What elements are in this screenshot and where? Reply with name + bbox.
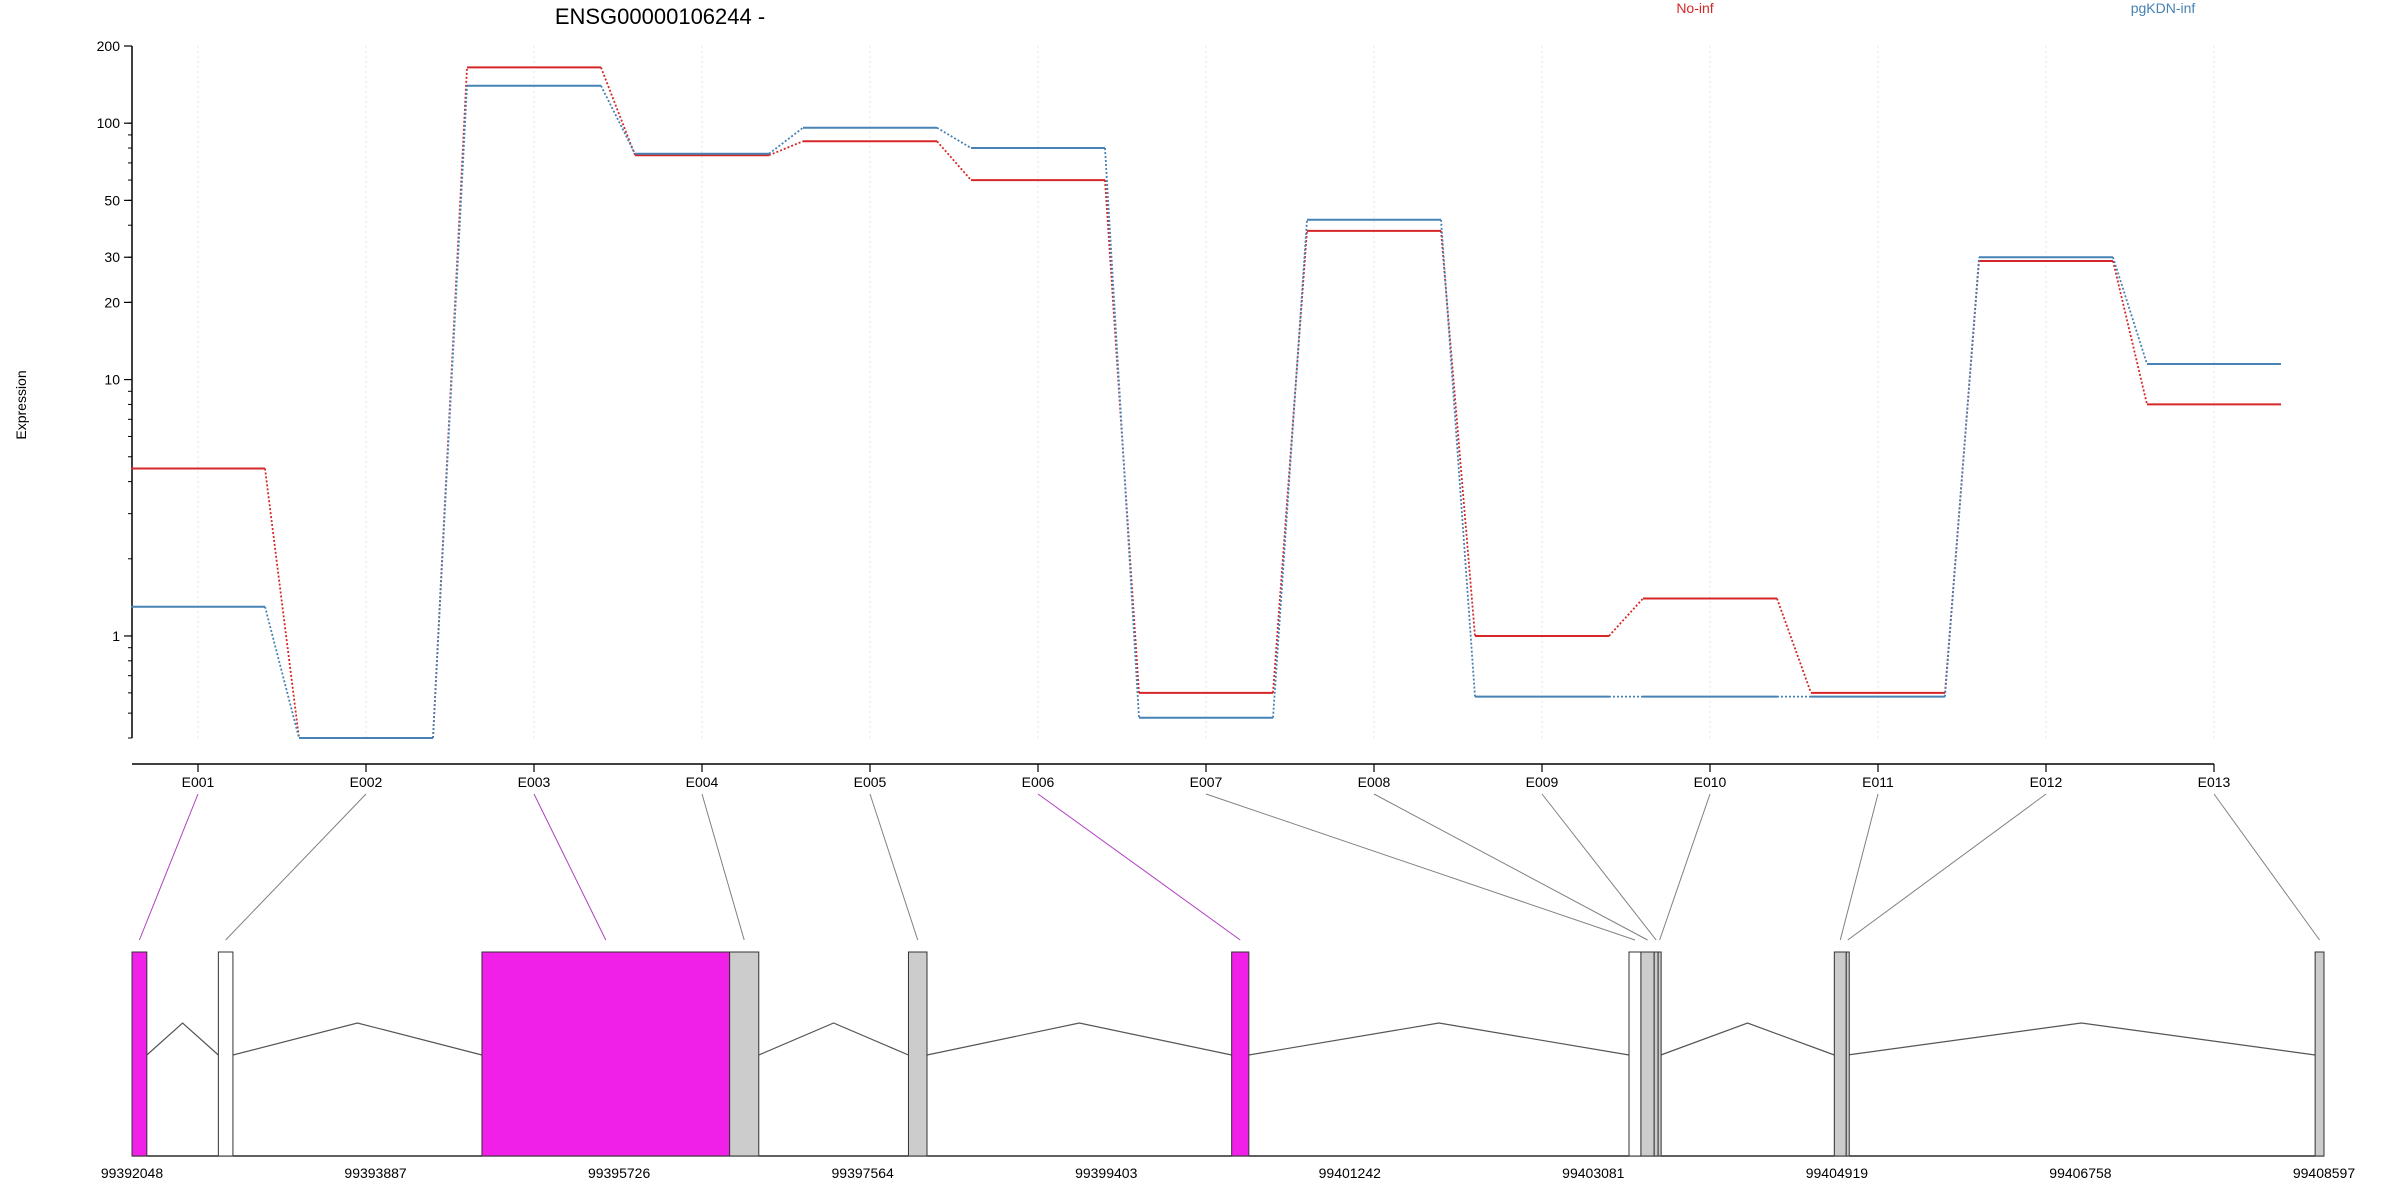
exon-e003 [481,951,731,1157]
x-tick-label: E012 [2030,774,2063,790]
series-0-connector [1776,598,1812,694]
x-tick-label: E009 [1526,774,1559,790]
exon-link-e012 [1847,793,2047,941]
genomic-coordinate-label: 99408597 [2293,1165,2356,1181]
series-1-connector [1944,257,1980,697]
x-tick-label: E003 [518,774,551,790]
series-0-connector [264,468,300,739]
series-1-connector [1104,147,1140,718]
exon-e001 [131,951,148,1157]
grid-lines [197,46,2215,738]
x-tick-label: E011 [1862,774,1894,790]
x-tick-label: E008 [1358,774,1391,790]
series-0-connector [1608,597,1644,637]
y-tick-label: 20 [104,294,120,310]
exon-e010 [1657,951,1662,1157]
exon-link-e006 [1037,793,1241,941]
genomic-coordinate-label: 99392048 [101,1165,164,1181]
legend-entry-pgkdn-inf: pgKDN-inf [2131,0,2196,16]
exon-e013 [2314,951,2325,1157]
intron-line [232,1022,483,1056]
y-tick-label: 50 [104,192,120,208]
intron-line [1847,1022,2316,1056]
x-tick-label: E007 [1190,774,1223,790]
y-tick-label: 30 [104,249,120,265]
y-tick-label: 200 [97,38,121,54]
x-tick-label: E005 [854,774,887,790]
exon-e009 [1653,951,1659,1157]
series-layer [131,66,2281,739]
genomic-coordinate-label: 99404919 [1806,1165,1869,1181]
exon-link-e008 [1373,793,1648,941]
genomic-coordinate-label: 99399403 [1075,1165,1138,1181]
series-0-connector [1272,230,1308,693]
exon-link-e007 [1205,793,1636,941]
exon-e011 [1833,951,1847,1157]
intron-line [758,1022,909,1056]
series-1-connector [768,127,804,155]
series-1-connector [936,126,972,149]
exon-link-e011 [1839,793,1879,941]
y-tick-label: 10 [104,372,120,388]
exon-link-e005 [869,793,919,941]
series-1-connector [1272,219,1308,718]
genomic-coordinate-label: 99397564 [832,1165,895,1181]
exon-link-e010 [1659,793,1711,941]
exon-e005 [907,951,928,1157]
exon-link-e013 [2213,793,2320,941]
x-tick-label: E006 [1022,774,1055,790]
series-0-connector [2112,260,2148,405]
x-tick-label: E013 [2198,774,2231,790]
series-1-connector [2112,256,2148,365]
x-tick-label: E010 [1694,774,1727,790]
intron-line [1660,1022,1835,1056]
genomic-coordinate-label: 99401242 [1319,1165,1382,1181]
series-1-connector [600,85,636,155]
x-axis: E001 E002 E003 E004 E005 E006 E007 E008 E009 E010… [132,763,2231,790]
series-1-connector [264,606,300,739]
y-axis: 200 100 50 30 20 10 1 [97,38,133,739]
series-0-connector [600,67,636,156]
exon-e002 [217,951,234,1157]
genomic-coordinate-label: 99395726 [588,1165,651,1181]
exon-links [138,793,2320,941]
series-0-connector [768,140,804,157]
exon-link-e003 [533,793,607,941]
exon-e012 [1845,951,1850,1157]
exon-link-e004 [701,793,745,941]
gene-model: 99392048 99393887 99395726 99397564 99399403… [101,951,2356,1181]
exon-e004 [729,951,760,1157]
chart-title: ENSG00000106244 - [555,4,765,29]
exon-e006 [1231,951,1250,1157]
x-tick-label: E002 [350,774,383,790]
intron-line [926,1022,1232,1056]
exon-e008 [1640,951,1655,1157]
x-tick-label: E001 [182,774,215,790]
exon-link-e009 [1541,793,1657,941]
intron-line [146,1022,219,1056]
genomic-coordinate-label: 99393887 [344,1165,407,1181]
y-tick-label: 100 [97,115,121,131]
x-tick-label: E004 [686,774,719,790]
y-tick-label: 1 [112,628,120,644]
exon-link-e002 [225,793,367,941]
genomic-coordinate-label: 99406758 [2049,1165,2112,1181]
series-1-connector [432,85,468,739]
exon-link-e001 [138,793,199,941]
legend-entry-no-inf: No-inf [1676,0,1713,16]
intron-line [1248,1022,1630,1056]
exon-e007 [1628,951,1642,1157]
genomic-coordinate-label: 99403081 [1562,1165,1625,1181]
series-0-connector [936,140,972,181]
y-axis-label: Expression [13,370,29,439]
